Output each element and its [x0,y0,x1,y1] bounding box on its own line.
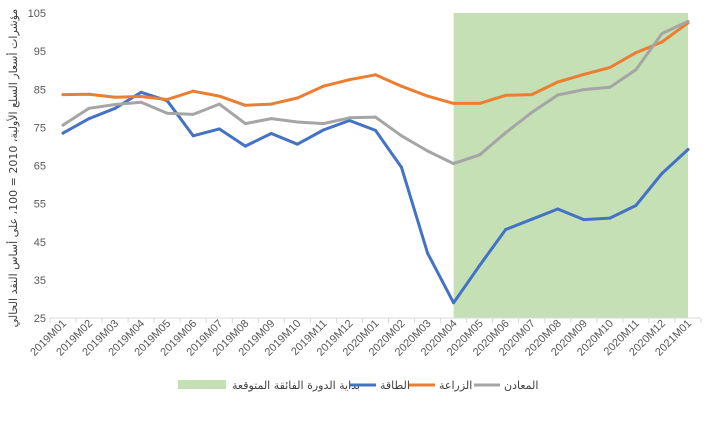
data-point [139,94,143,98]
data-point [400,165,404,169]
data-point [243,103,247,107]
y-tick-label: 35 [34,275,46,287]
y-tick-label: 85 [34,84,46,96]
series-layer [61,19,690,305]
data-point [556,207,560,211]
data-point [400,134,404,138]
data-point [452,162,456,166]
data-point [139,100,143,104]
data-point [191,134,195,138]
y-tick-label: 105 [28,8,46,20]
data-point [217,102,221,106]
data-point [660,172,664,176]
data-point [504,93,508,97]
data-point [452,101,456,105]
data-point [634,51,638,55]
data-point [295,96,299,100]
data-point [61,93,65,97]
legend-label-2: المعادن [504,379,538,392]
data-point [660,32,664,36]
data-point [504,131,508,135]
data-point [530,111,534,115]
data-point [478,153,482,157]
data-point [530,217,534,221]
data-point [165,98,169,102]
data-point [582,88,586,92]
data-point [556,93,560,97]
data-point [530,93,534,97]
data-point [321,122,325,126]
data-point [347,116,351,120]
data-point [87,117,91,121]
data-point [478,263,482,267]
data-point [269,131,273,135]
data-point [608,216,612,220]
legend-label-shaded: بداية الدورة الفائقة المتوقعة [232,379,360,392]
y-tick-label: 95 [34,46,46,58]
data-point [374,128,377,132]
data-point [686,147,690,151]
data-point [61,123,65,127]
legend-swatch-shaded [178,380,226,389]
data-point [217,94,221,98]
data-point [139,90,143,94]
data-point [374,73,377,77]
y-tick-label: 55 [34,199,46,211]
legend: بداية الدورة الفائقة المتوقعة الطاقة الزرا… [178,379,538,392]
data-point [321,84,325,88]
data-point [608,85,612,89]
data-point [347,119,351,123]
y-axis-title: مؤشرات أسعار السلع الأولية، 2010 = 100، … [6,9,20,328]
data-point [87,92,91,96]
data-point [556,80,560,84]
data-point [426,149,430,153]
data-point [660,40,664,44]
data-point [608,66,612,70]
data-point [87,106,91,110]
data-point [634,68,638,72]
data-point [400,84,404,88]
data-point [374,115,377,119]
y-tick-label: 65 [34,161,46,173]
data-point [217,127,221,131]
data-point [113,95,117,99]
data-point [634,204,638,208]
y-tick-label: 75 [34,122,46,134]
data-point [426,251,430,255]
data-point [426,94,430,98]
data-point [191,89,195,93]
data-point [243,144,247,148]
data-point [165,111,169,115]
data-point [269,102,273,106]
data-point [582,218,586,222]
data-point [61,131,65,135]
shaded-region-layer [453,13,688,318]
data-point [452,301,456,305]
data-point [269,117,273,121]
data-point [321,128,325,132]
data-point [347,78,351,82]
y-tick-label: 45 [34,237,46,249]
data-point [295,142,299,146]
data-point [504,228,508,232]
legend-label-1: الزراعة [439,379,472,392]
data-point [113,106,117,110]
y-tick-label: 25 [34,313,46,325]
shaded-region [453,13,688,318]
data-point [191,112,195,116]
data-point [243,122,247,126]
data-point [295,120,299,124]
data-point [582,72,586,76]
data-point [478,101,482,105]
data-point [686,19,690,23]
data-point [113,103,117,106]
legend-label-0: الطاقة [380,379,410,392]
